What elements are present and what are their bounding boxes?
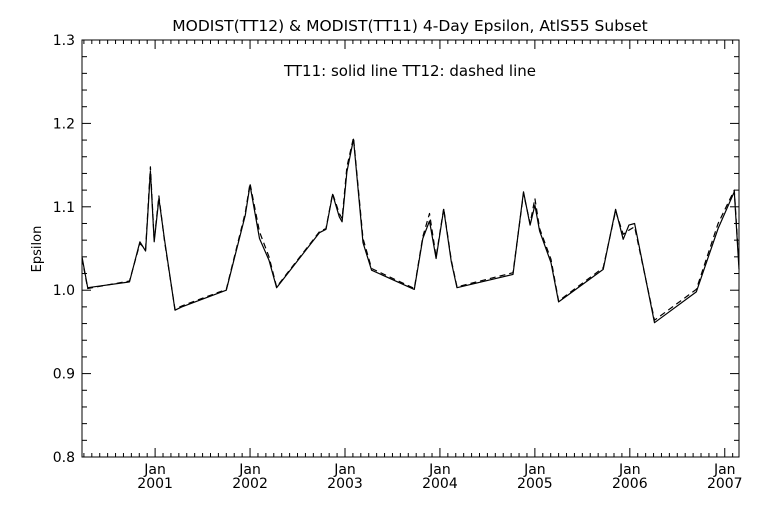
x-tick-month-label: Jan <box>143 462 166 478</box>
y-tick-label: 0.8 <box>53 450 75 466</box>
plot-frame <box>81 39 740 458</box>
y-axis: 0.8 0.9 1.0 1.1 1.2 1.3 <box>53 33 739 466</box>
y-axis-label: Epsilon <box>30 226 45 273</box>
x-tick-month-label: Jan <box>713 462 736 478</box>
y-tick-label: 1.2 <box>53 116 75 132</box>
series-line-tt12 <box>81 137 740 321</box>
x-tick-month-label: Jan <box>333 462 356 478</box>
x-tick-year-label: 2005 <box>517 476 553 492</box>
series-line-tt11 <box>81 138 740 324</box>
x-axis: Jan2001Jan2002Jan2003Jan2004Jan2005Jan20… <box>83 40 743 492</box>
y-tick-label: 0.9 <box>53 367 75 383</box>
x-tick-year-label: 2002 <box>232 476 268 492</box>
x-tick-year-label: 2003 <box>327 476 363 492</box>
y-tick-label: 1.1 <box>53 200 75 216</box>
x-tick-year-label: 2007 <box>707 476 743 492</box>
x-tick-month-label: Jan <box>428 462 451 478</box>
x-tick-year-label: 2006 <box>612 476 648 492</box>
x-tick-month-label: Jan <box>618 462 641 478</box>
chart-title: MODIST(TT12) & MODIST(TT11) 4-Day Epsilo… <box>172 17 647 35</box>
x-tick-year-label: 2001 <box>137 476 173 492</box>
y-tick-label: 1.3 <box>53 33 75 49</box>
series-layer <box>81 137 740 324</box>
x-tick-year-label: 2004 <box>422 476 458 492</box>
x-tick-month-label: Jan <box>238 462 261 478</box>
x-tick-month-label: Jan <box>523 462 546 478</box>
chart-annotation: TT11: solid line TT12: dashed line <box>283 62 536 80</box>
y-tick-label: 1.0 <box>53 283 75 299</box>
